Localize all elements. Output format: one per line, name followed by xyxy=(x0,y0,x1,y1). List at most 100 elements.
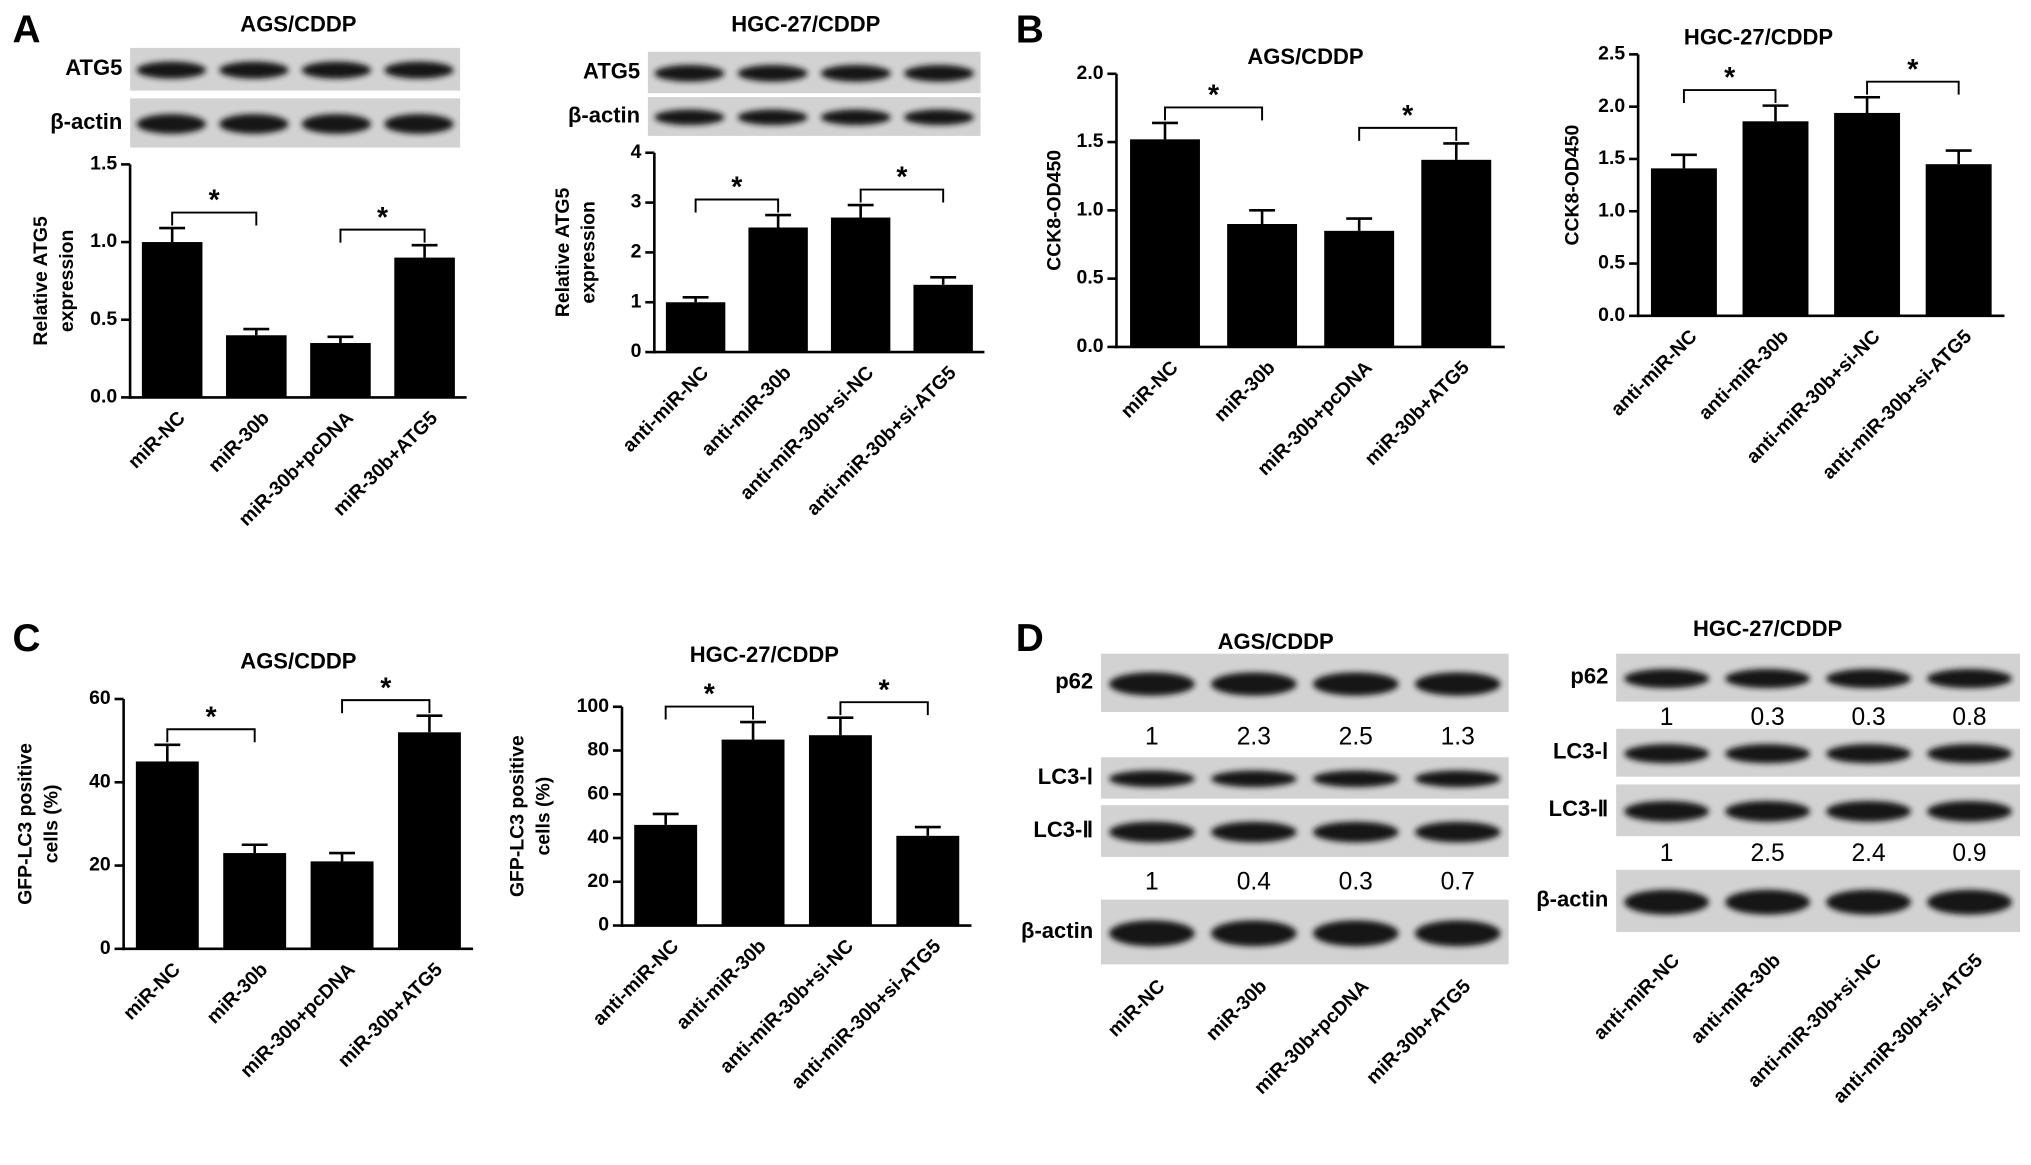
x-tick-label: miR-30b xyxy=(1202,975,1272,1045)
blot-band xyxy=(1927,889,2012,915)
quantification: 1 xyxy=(1145,723,1159,750)
blot-band xyxy=(219,114,289,134)
y-tick-label: 20 xyxy=(89,854,111,876)
blot-band xyxy=(737,109,808,126)
chart-title: AGS/CDDP xyxy=(240,649,356,674)
chart-title: HGC-27/CDDP xyxy=(1684,25,1833,50)
significance-bracket xyxy=(1866,80,1960,95)
y-tick-label: 0 xyxy=(631,340,642,362)
panel-label: B xyxy=(1016,9,1044,52)
bar xyxy=(226,335,287,398)
quantification: 0.8 xyxy=(1952,704,1986,731)
bar xyxy=(830,217,891,353)
bar xyxy=(1834,112,1901,316)
blot-band xyxy=(1624,744,1710,764)
quantification: 0.9 xyxy=(1952,840,1986,867)
significance-bracket xyxy=(664,705,755,720)
y-tick-label: 2.0 xyxy=(1598,95,1625,117)
y-axis-label: cells (%) xyxy=(532,777,554,856)
bar xyxy=(1925,164,1992,316)
chart-title: HGC-27/CDDP xyxy=(731,12,880,37)
x-tick-label: miR-30b+ATG5 xyxy=(1362,975,1475,1088)
x-tick-label: miR-NC xyxy=(1104,975,1170,1041)
quantification: 1.3 xyxy=(1441,723,1475,750)
error-bar xyxy=(1670,153,1697,169)
significance-bracket xyxy=(341,699,431,714)
quantification: 1 xyxy=(1660,840,1674,867)
blot-band xyxy=(1211,821,1297,843)
x-tick-label: anti-miR-NC xyxy=(1607,326,1702,421)
blot-band xyxy=(820,109,891,126)
quantification: 0.3 xyxy=(1750,704,1784,731)
chart-title: AGS/CDDP xyxy=(1247,44,1363,69)
x-tick-label: miR-NC xyxy=(1117,357,1183,423)
error-bar xyxy=(930,276,957,285)
blot-band xyxy=(1211,770,1297,788)
quantification: 0.3 xyxy=(1851,704,1885,731)
blot-band xyxy=(1414,920,1501,947)
blot-band xyxy=(1109,770,1195,788)
y-tick-label: 1 xyxy=(631,290,642,312)
x-tick-label: anti-miR-30b xyxy=(672,935,771,1034)
x-tick-label: miR-NC xyxy=(124,407,190,473)
significance-label: * xyxy=(1402,100,1414,132)
significance-bracket xyxy=(166,728,256,743)
y-tick-label: 1.0 xyxy=(1598,199,1625,221)
blot-band xyxy=(1826,801,1911,822)
blot-band xyxy=(904,65,974,82)
bar xyxy=(1421,159,1492,347)
blot-row-label: LC3-Ⅰ xyxy=(1038,764,1093,789)
x-tick-label: anti-miR-NC xyxy=(588,935,683,1030)
x-tick-label: anti-miR-30b+si-ATG5 xyxy=(1818,325,1976,483)
y-tick-label: 0.5 xyxy=(1077,267,1104,289)
blot-row-label: p62 xyxy=(1570,663,1608,688)
panel-label: D xyxy=(1016,617,1044,660)
y-tick-label: 80 xyxy=(587,739,609,761)
significance-bracket xyxy=(859,188,945,203)
significance-bracket xyxy=(339,228,426,243)
error-bar xyxy=(241,843,268,854)
quantification: 2.5 xyxy=(1750,840,1784,867)
blot-band xyxy=(1624,889,1710,915)
blot-band xyxy=(1109,821,1195,843)
y-tick-label: 0.0 xyxy=(90,386,117,408)
significance-label: * xyxy=(380,672,392,704)
significance-bracket xyxy=(171,211,258,226)
y-axis-label: expression xyxy=(56,230,78,332)
quantification: 1 xyxy=(1145,868,1159,895)
y-tick-label: 1.5 xyxy=(90,153,117,175)
bar xyxy=(1650,168,1717,316)
y-tick-label: 0.5 xyxy=(90,308,117,330)
error-bar xyxy=(159,226,186,243)
blot-band xyxy=(384,114,454,134)
significance-bracket xyxy=(694,198,780,213)
y-tick-label: 20 xyxy=(587,870,609,892)
x-tick-label: miR-30b xyxy=(1210,357,1280,427)
significance-label: * xyxy=(1724,62,1736,94)
blot-band xyxy=(136,61,207,79)
y-tick-label: 2 xyxy=(631,241,642,263)
quantification: 2.4 xyxy=(1851,840,1885,867)
y-tick-label: 0.0 xyxy=(1077,335,1104,357)
blot-band xyxy=(737,65,808,82)
significance-bracket xyxy=(839,701,929,716)
significance-label: * xyxy=(879,674,891,706)
y-axis-label: expression xyxy=(578,201,600,303)
bar xyxy=(135,761,199,949)
y-axis-label: GFP-LC3 positive xyxy=(15,743,37,905)
y-tick-label: 1.5 xyxy=(1598,147,1625,169)
bar xyxy=(1742,121,1809,316)
blot-band xyxy=(1109,672,1195,696)
bar xyxy=(223,853,287,949)
bar xyxy=(310,861,374,949)
y-tick-label: 2.5 xyxy=(1598,42,1625,64)
y-tick-label: 40 xyxy=(89,770,111,792)
y-tick-label: 0 xyxy=(100,937,111,959)
blot-band xyxy=(1826,744,1911,764)
blot-band xyxy=(1927,669,2012,689)
y-axis-label: Relative ATG5 xyxy=(30,216,52,346)
blot-row-label: β-actin xyxy=(1021,918,1093,943)
error-bar xyxy=(1854,95,1881,113)
error-bar xyxy=(1346,217,1373,231)
error-bar xyxy=(327,335,354,344)
